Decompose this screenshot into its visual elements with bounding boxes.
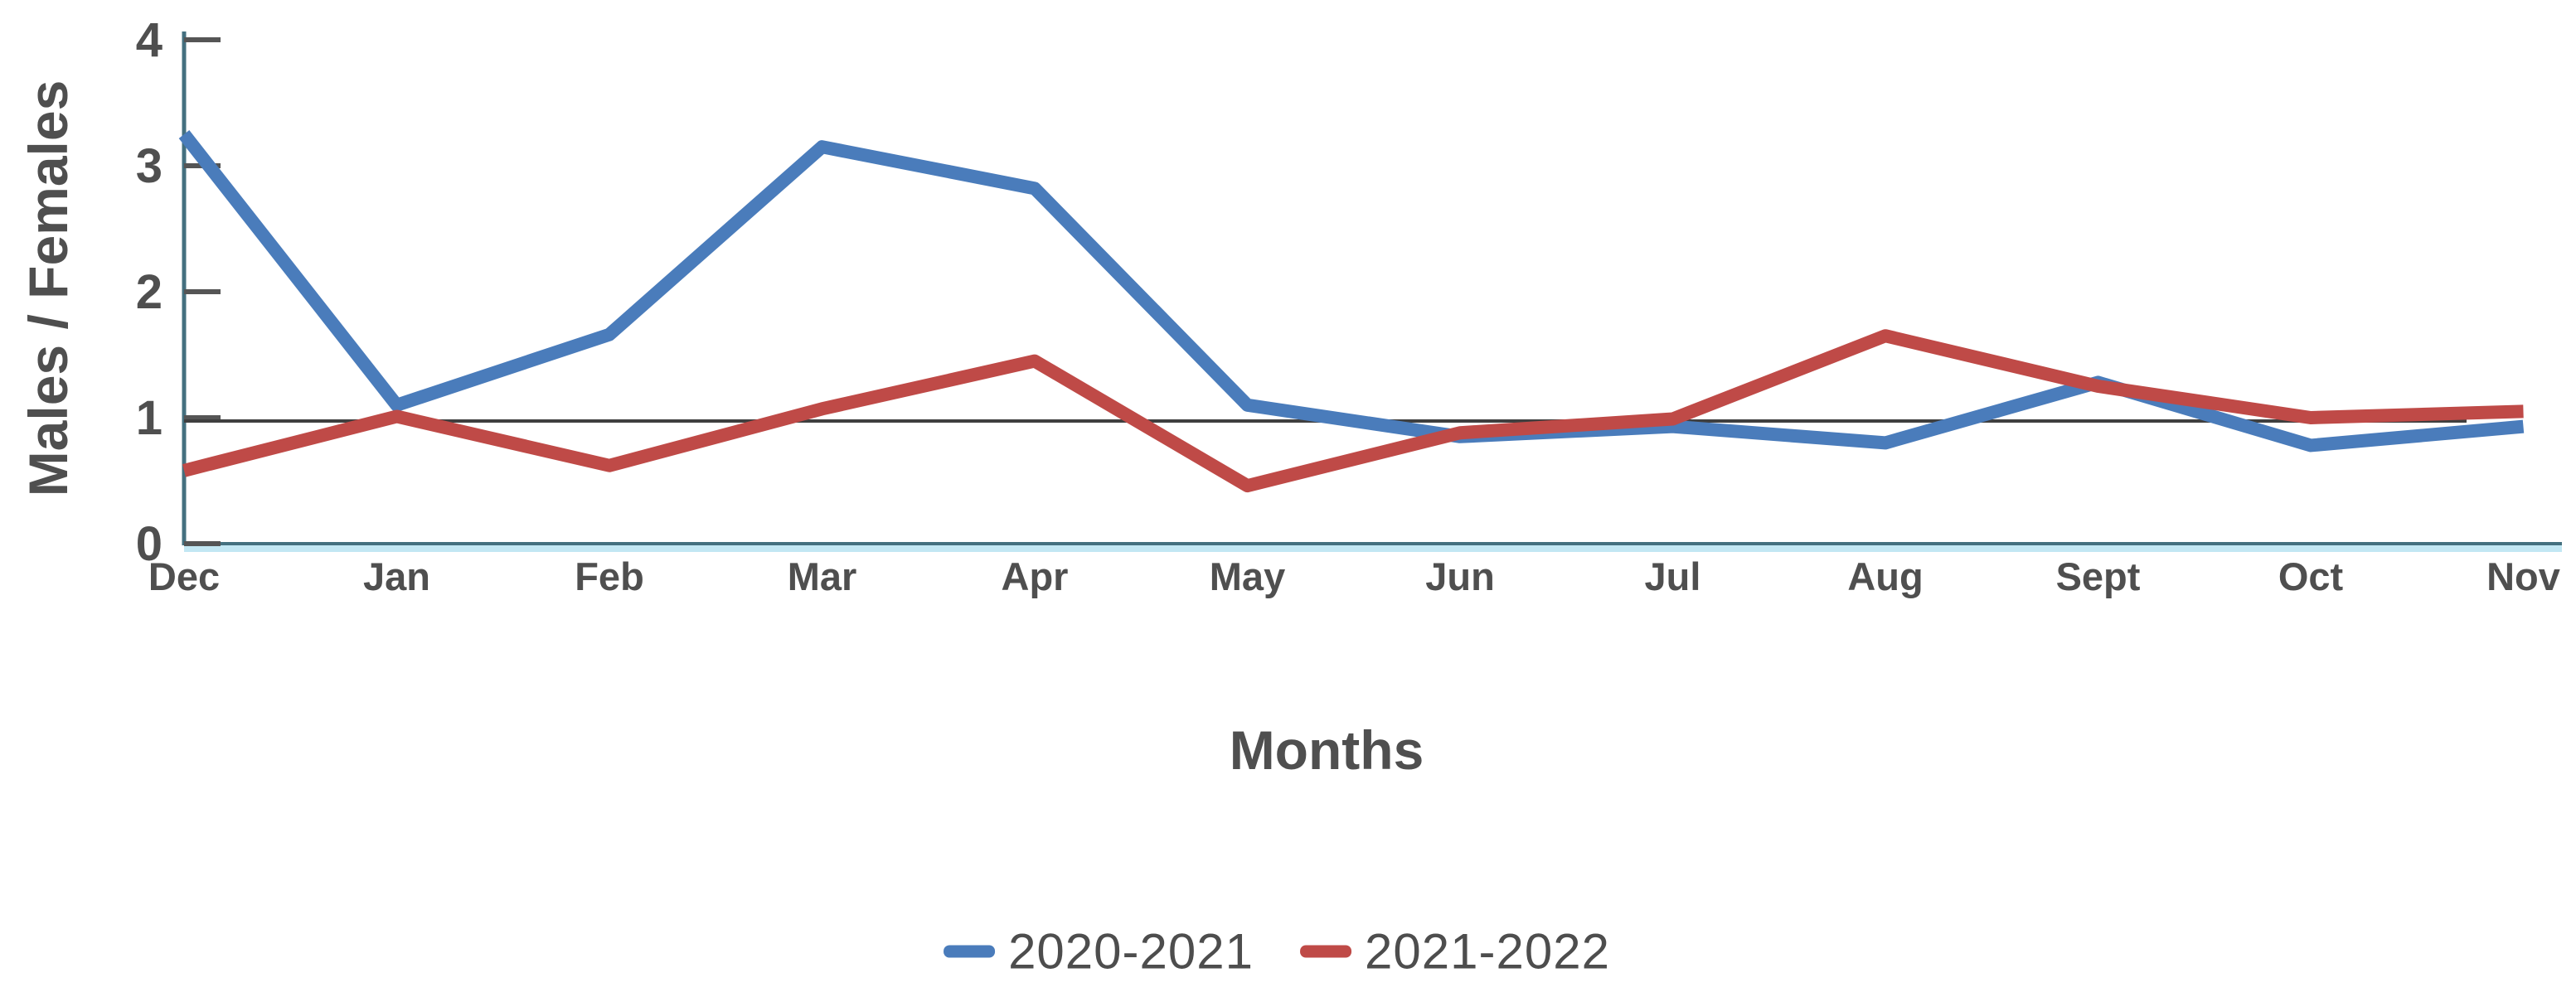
x-tick-label-aug: Aug <box>1847 554 1923 598</box>
legend-label-2021-2022: 2021-2022 <box>1365 923 1610 980</box>
series-line-2021-2022 <box>182 329 2524 493</box>
legend-swatch-2020-2021 <box>944 945 996 958</box>
x-tick-label-oct: Oct <box>2278 554 2344 598</box>
chart-legend: 2020-2021 2021-2022 <box>944 923 1610 980</box>
x-tick-label-sept: Sept <box>2056 554 2141 598</box>
y-tick-label: 2 <box>136 265 163 319</box>
legend-swatch-2021-2022 <box>1300 945 1351 958</box>
x-tick-label-feb: Feb <box>575 554 644 598</box>
y-tick-label: 1 <box>136 391 163 445</box>
legend-label-2020-2021: 2020-2021 <box>1008 923 1254 980</box>
x-tick-label-jan: Jan <box>363 554 430 598</box>
x-tick-label-dec: Dec <box>148 554 220 598</box>
y-tick-label: 0 <box>136 517 163 571</box>
x-tick-label-nov: Nov <box>2486 554 2560 598</box>
x-tick-label-apr: Apr <box>1002 554 1069 598</box>
y-tick-label: 4 <box>136 13 163 67</box>
x-tick-label-jul: Jul <box>1645 554 1701 598</box>
legend-item-2021-2022: 2021-2022 <box>1300 923 1610 980</box>
legend-item-2020-2021: 2020-2021 <box>944 923 1254 980</box>
x-tick-label-may: May <box>1210 554 1285 598</box>
y-tick-label: 3 <box>136 139 163 193</box>
x-axis-title: Months <box>1229 719 1424 781</box>
x-tick-label-mar: Mar <box>788 554 857 598</box>
y-axis-title: Males / Females <box>17 80 79 497</box>
x-tick-label-jun: Jun <box>1425 554 1495 598</box>
